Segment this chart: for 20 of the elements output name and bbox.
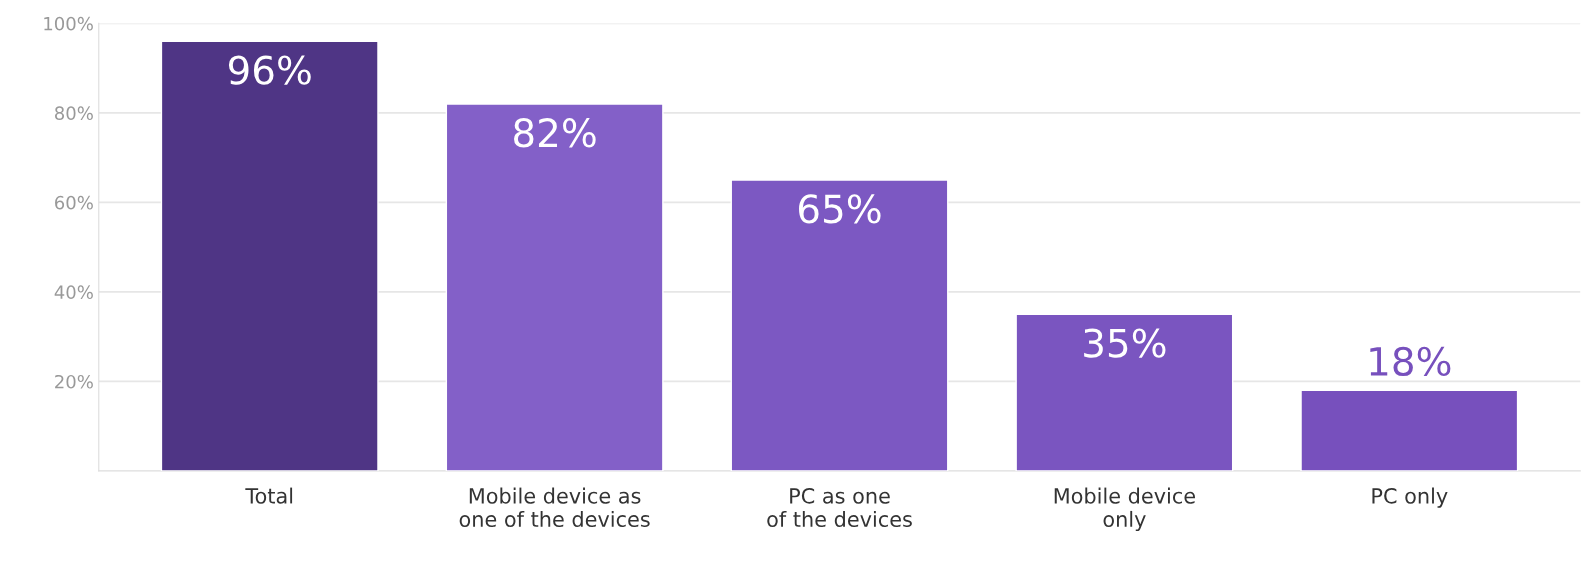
y-tick-label: 60% bbox=[55, 195, 93, 210]
x-tick-label: PC only bbox=[1372, 487, 1448, 508]
data-label: 35% bbox=[1084, 328, 1166, 358]
x-tick-label: Mobile device only bbox=[1054, 487, 1195, 532]
x-tick-label: Mobile device as one of the devices bbox=[459, 487, 650, 528]
x-tick-label: Total bbox=[245, 487, 293, 504]
x-tick-label: PC as one of the devices bbox=[767, 487, 912, 528]
y-tick-label: 40% bbox=[54, 285, 93, 300]
y-tick-label: 20% bbox=[55, 374, 93, 389]
bar bbox=[160, 40, 379, 471]
bar bbox=[1015, 313, 1234, 471]
y-tick-label: 100% bbox=[44, 16, 93, 31]
bar bbox=[730, 179, 949, 471]
data-label: 18% bbox=[1370, 346, 1451, 377]
data-label: 65% bbox=[799, 194, 881, 224]
bar bbox=[1300, 389, 1519, 471]
y-tick-label: 80% bbox=[55, 106, 93, 121]
bar bbox=[445, 103, 664, 471]
data-label: 82% bbox=[514, 118, 596, 148]
data-label: 96% bbox=[228, 55, 311, 85]
